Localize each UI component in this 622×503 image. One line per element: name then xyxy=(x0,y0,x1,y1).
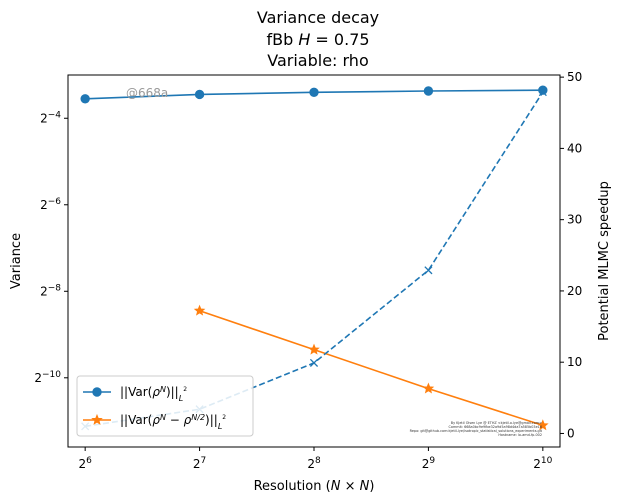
data-point xyxy=(92,387,102,397)
fine-print-line: Hostname: lo-amd-fp-002 xyxy=(498,433,542,437)
title-line-2: fBb H = 0.75 xyxy=(266,30,369,49)
data-point xyxy=(91,413,103,425)
y-right-tick-label: 0 xyxy=(567,426,575,440)
data-point xyxy=(194,89,205,100)
data-point xyxy=(80,94,90,104)
data-point xyxy=(538,88,547,97)
title-line-1: Variance decay xyxy=(257,8,379,27)
series-line xyxy=(199,309,544,427)
chart-title: Variance decay fBb H = 0.75 Variable: rho xyxy=(257,8,379,70)
x-tick-label: 29 xyxy=(422,456,436,471)
y-right-tick-label: 50 xyxy=(567,70,582,84)
legend-box xyxy=(76,375,254,437)
y-right-axis-label: Potential MLMC speedup xyxy=(597,181,612,341)
x-tick-label: 210 xyxy=(533,456,552,471)
data-point xyxy=(537,419,549,431)
fine-print-line: Commit: 668a0bc9e9fbe32a9d5a98d4da7a585b… xyxy=(449,425,542,429)
series-1 xyxy=(80,85,548,104)
fine-print-line: Repo: git@github.com:kjetil-lye/isotropi… xyxy=(410,429,543,433)
x-tick-label: 26 xyxy=(78,456,92,471)
data-point xyxy=(309,87,319,98)
y-left-tick-label: 2−10 xyxy=(34,370,61,385)
data-point xyxy=(538,85,548,95)
x-axis-label: Resolution (N × N) xyxy=(254,479,375,494)
watermark-text: @668a xyxy=(126,86,168,100)
y-right-tick-label: 20 xyxy=(567,284,582,298)
data-point xyxy=(424,266,433,275)
legend: ||Var(ρN)||L2 ||Var(ρN − ρN/2)||L2 xyxy=(76,375,254,437)
y-right-tick-label: 10 xyxy=(567,355,582,369)
y-left-tick-label: 2−8 xyxy=(40,283,61,298)
data-point xyxy=(308,343,320,355)
data-point xyxy=(423,86,434,96)
data-point xyxy=(193,304,206,316)
title-line-3: Variable: rho xyxy=(267,51,368,70)
legend-label: ||Var(ρN − ρN/2)||L2 xyxy=(120,413,226,431)
data-point xyxy=(309,358,319,367)
series-2 xyxy=(193,304,549,431)
fine-print-line: By Kjetil Olsen Lye @ ETHZ <kjetil.o.lye… xyxy=(451,421,542,425)
y-right-tick-label: 30 xyxy=(567,213,582,227)
y-left-axis-label: Variance xyxy=(9,233,24,289)
axes: 26 27 28 29 210 2−4 2−6 2−8 2−10 0 10 20 30 40 50 Resol… xyxy=(9,70,612,494)
data-point xyxy=(422,382,435,394)
y-left-tick-label: 2−6 xyxy=(40,197,61,212)
annotations: @668a By Kjetil Olsen Lye @ ETHZ <kjetil.… xyxy=(126,86,543,437)
x-tick-label: 28 xyxy=(307,456,321,471)
y-left-tick-label: 2−4 xyxy=(40,110,61,125)
legend-label: ||Var(ρN)||L2 xyxy=(120,385,187,403)
x-tick-label: 27 xyxy=(193,456,206,471)
y-right-tick-label: 40 xyxy=(567,141,582,155)
